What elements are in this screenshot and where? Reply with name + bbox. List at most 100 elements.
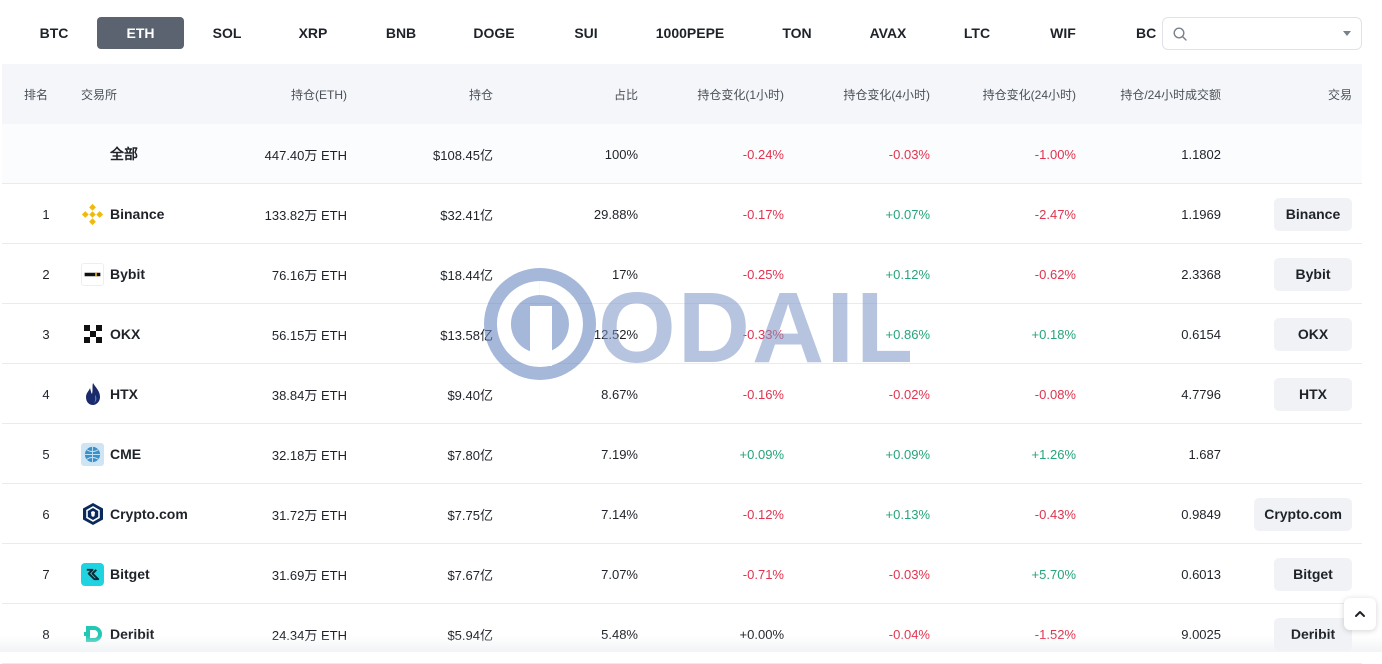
share: 7.14% — [601, 506, 638, 522]
tab-sui[interactable]: SUI — [574, 25, 598, 41]
chg-1h: -0.17% — [742, 206, 784, 222]
chevron-down-icon — [1343, 31, 1351, 36]
trade-cell: Deribit — [1274, 604, 1352, 664]
header-trade: 交易 — [1327, 87, 1352, 102]
chg-24h: -1.52% — [1034, 626, 1076, 642]
holding: 133.82万 ETH — [264, 207, 347, 223]
trade-button-bitget[interactable]: Bitget — [1274, 557, 1352, 591]
total-chg-1h: -0.24% — [742, 146, 784, 162]
ratio: 4.7796 — [1181, 386, 1221, 402]
rank: 3 — [42, 326, 50, 342]
tab-xrp[interactable]: XRP — [298, 25, 328, 41]
tab-eth[interactable]: ETH — [97, 17, 184, 49]
bybit-logo-icon — [81, 262, 104, 286]
trade-button-okx[interactable]: OKX — [1274, 317, 1352, 351]
tab-bc[interactable]: BC — [1136, 25, 1157, 41]
chg-24h: -2.47% — [1034, 206, 1076, 222]
table-row: 2 Bybit 76.16万 ETH $18.44亿 17% -0.25% +0… — [2, 244, 1362, 304]
exchange-cell: OKX — [81, 304, 241, 364]
chg-1h: -0.71% — [742, 566, 784, 582]
tab-btc[interactable]: BTC — [39, 25, 69, 41]
tab-ltc[interactable]: LTC — [963, 25, 991, 41]
total-pct: 100% — [604, 146, 638, 162]
exchange-name: Crypto.com — [110, 506, 188, 522]
search-icon — [1173, 27, 1187, 41]
share: 7.19% — [601, 446, 638, 462]
htx-logo-icon — [81, 383, 104, 406]
binance-logo-icon — [81, 203, 104, 226]
chg-24h: -0.08% — [1034, 386, 1076, 402]
table-row: 3 OKX 56.15万 ETH $13.58亿 12.52% -0.33% +… — [2, 304, 1362, 364]
chevron-up-icon — [1355, 611, 1365, 617]
trade-button-bybit[interactable]: Bybit — [1274, 257, 1352, 291]
table-row: 1 Binance 133.82万 ETH $32.41亿 29.88% -0.… — [2, 184, 1362, 244]
share: 7.07% — [601, 566, 638, 582]
header-rank: 排名 — [24, 87, 49, 102]
holding: 31.69万 ETH — [271, 567, 347, 583]
deribit-logo-icon — [81, 623, 104, 646]
coin-search-select[interactable] — [1162, 17, 1362, 50]
rank: 7 — [42, 566, 50, 582]
scroll-to-top-button[interactable] — [1344, 598, 1376, 630]
trade-button-crypto-com[interactable]: Crypto.com — [1254, 497, 1352, 531]
total-holding: 447.40万 ETH — [264, 147, 347, 163]
rank: 8 — [42, 626, 50, 642]
ratio: 9.0025 — [1181, 626, 1221, 642]
chg-4h: +0.86% — [885, 326, 930, 342]
exchange-name: Bitget — [110, 566, 150, 582]
exchange-name: Binance — [110, 206, 165, 222]
tab-wif[interactable]: WIF — [1050, 25, 1076, 41]
exchange-name: CME — [110, 446, 142, 462]
holding: 31.72万 ETH — [271, 507, 347, 523]
holding-usd: $32.41亿 — [440, 207, 493, 223]
share: 29.88% — [593, 206, 638, 222]
tab-doge[interactable]: DOGE — [473, 25, 515, 41]
header-pct: 占比 — [613, 87, 638, 102]
total-chg-4h: -0.03% — [888, 146, 930, 162]
holding-usd: $18.44亿 — [440, 267, 493, 283]
rank: 1 — [42, 206, 50, 222]
chg-1h: -0.16% — [742, 386, 784, 402]
tab-sol[interactable]: SOL — [212, 25, 242, 41]
tab-1000pepe[interactable]: 1000PEPE — [655, 25, 725, 41]
chg-4h: +0.07% — [885, 206, 930, 222]
ratio: 0.9849 — [1181, 506, 1221, 522]
header-exchange: 交易所 — [81, 87, 118, 102]
holding: 38.84万 ETH — [271, 387, 347, 403]
holding: 56.15万 ETH — [271, 327, 347, 343]
table-row: 4 HTX 38.84万 ETH $9.40亿 8.67% -0.16% -0.… — [2, 364, 1362, 424]
ratio: 0.6154 — [1181, 326, 1221, 342]
chg-1h: +0.09% — [739, 446, 784, 462]
share: 12.52% — [593, 326, 638, 342]
holding-usd: $7.80亿 — [447, 447, 493, 463]
trade-button-htx[interactable]: HTX — [1274, 377, 1352, 411]
tab-bnb[interactable]: BNB — [385, 25, 417, 41]
ratio: 1.687 — [1188, 446, 1221, 462]
exchange-name: OKX — [110, 326, 141, 342]
tab-avax[interactable]: AVAX — [869, 25, 907, 41]
rank: 5 — [42, 446, 50, 462]
exchange-cell: CME — [81, 424, 241, 484]
coin-tab-bar: BTC ETH SOL XRP BNB DOGE SUI 1000PEPE TO… — [0, 0, 1382, 64]
trade-button-binance[interactable]: Binance — [1274, 197, 1352, 231]
header-ratio: 持仓/24小时成交额 — [1120, 87, 1221, 102]
chg-24h: -0.43% — [1034, 506, 1076, 522]
ratio: 2.3368 — [1181, 266, 1221, 282]
exchange-cell: Bitget — [81, 544, 241, 604]
chg-1h: -0.25% — [742, 266, 784, 282]
rank: 4 — [42, 386, 50, 402]
chg-1h: -0.12% — [742, 506, 784, 522]
trade-button-deribit[interactable]: Deribit — [1274, 617, 1352, 651]
header-chg-1h: 持仓变化(1小时) — [697, 87, 784, 102]
chg-24h: +1.26% — [1031, 446, 1076, 462]
tab-ton[interactable]: TON — [782, 25, 812, 41]
table-row: 7 Bitget 31.69万 ETH $7.67亿 7.07% -0.71% … — [2, 544, 1362, 604]
rank: 6 — [42, 506, 50, 522]
trade-cell: Crypto.com — [1254, 484, 1352, 544]
exchange-name: HTX — [110, 386, 138, 402]
exchange-cell: Binance — [81, 184, 241, 244]
chg-24h: +5.70% — [1031, 566, 1076, 582]
ratio: 1.1969 — [1181, 206, 1221, 222]
chg-4h: -0.02% — [888, 386, 930, 402]
table-row: 6 Crypto.com 31.72万 ETH $7.75亿 7.14% -0.… — [2, 484, 1362, 544]
